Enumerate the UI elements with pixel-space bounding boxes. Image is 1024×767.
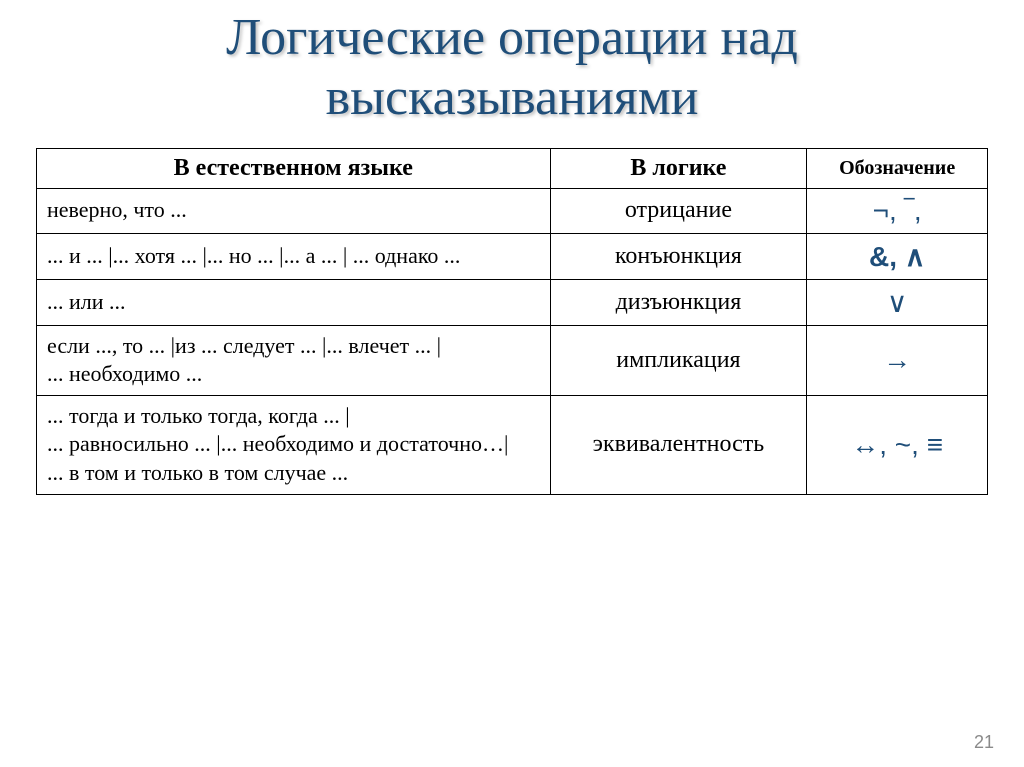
cell-logic: эквивалентность <box>550 395 807 494</box>
header-logic: В логике <box>550 148 807 188</box>
table-row: ... или ...дизъюнкция∨ <box>37 279 988 325</box>
table-header-row: В естественном языке В логике Обозначени… <box>37 148 988 188</box>
header-symbol: Обозначение <box>807 148 988 188</box>
table-row: ... и ... |... хотя ... |... но ... |...… <box>37 233 988 279</box>
cell-natural: ... или ... <box>37 279 551 325</box>
cell-logic: отрицание <box>550 188 807 233</box>
page-number: 21 <box>974 732 994 753</box>
cell-logic: дизъюнкция <box>550 279 807 325</box>
cell-symbol: &, ∧ <box>807 233 988 279</box>
cell-symbol: ∨ <box>807 279 988 325</box>
cell-logic: конъюнкция <box>550 233 807 279</box>
cell-logic: импликация <box>550 325 807 395</box>
cell-natural: если ..., то ... |из ... следует ... |..… <box>37 325 551 395</box>
header-natural: В естественном языке <box>37 148 551 188</box>
cell-symbol: ↔, ~, ≡ <box>807 395 988 494</box>
logic-operations-table: В естественном языке В логике Обозначени… <box>36 148 988 495</box>
table-row: ... тогда и только тогда, когда ... | ..… <box>37 395 988 494</box>
cell-natural: ... и ... |... хотя ... |... но ... |...… <box>37 233 551 279</box>
cell-natural: неверно, что ... <box>37 188 551 233</box>
cell-symbol: ¬, ‾, <box>807 188 988 233</box>
table-body: неверно, что ...отрицание¬, ‾,... и ... … <box>37 188 988 494</box>
table-row: если ..., то ... |из ... следует ... |..… <box>37 325 988 395</box>
table-container: В естественном языке В логике Обозначени… <box>0 148 1024 495</box>
cell-natural: ... тогда и только тогда, когда ... | ..… <box>37 395 551 494</box>
cell-symbol: → <box>807 325 988 395</box>
table-row: неверно, что ...отрицание¬, ‾, <box>37 188 988 233</box>
slide-title: Логические операции над высказываниями <box>0 0 1024 148</box>
